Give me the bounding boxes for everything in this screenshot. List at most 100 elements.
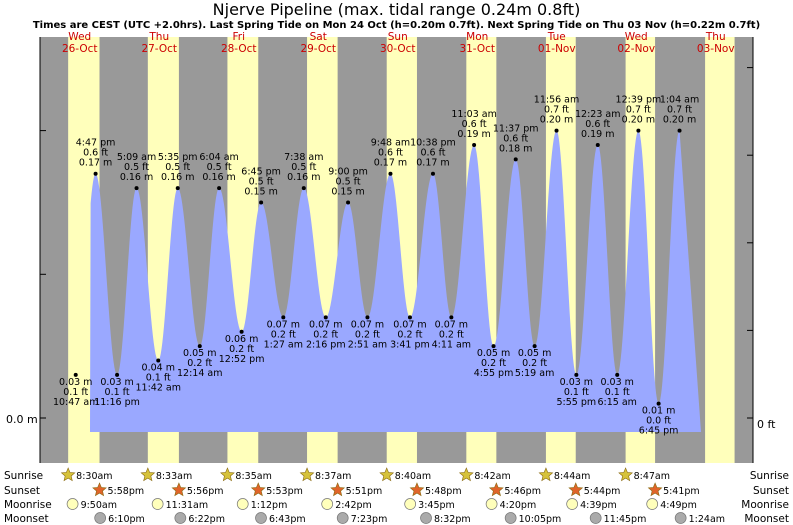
high-tide-label: 12:23 am (575, 109, 620, 120)
tide-event-marker (407, 315, 412, 320)
high-tide-label: 0.17 m (79, 158, 112, 169)
moonrise-moon-icon (66, 498, 79, 510)
low-tide-label: 0.2 ft (397, 329, 422, 340)
low-tide-label: 0.06 m (225, 334, 258, 345)
high-tide-label: 0.16 m (161, 172, 194, 183)
day-name-label: Tue (547, 31, 566, 43)
day-name-label: Sat (310, 31, 327, 43)
tide-event-marker (301, 186, 306, 191)
sunset-star-icon (409, 482, 425, 497)
low-tide-label: 0.07 m (309, 319, 342, 330)
tide-event-marker (115, 372, 120, 377)
moonset-moon-icon (94, 512, 107, 524)
sunrise-star-icon (60, 467, 76, 482)
day-date-label: 29-Oct (300, 43, 336, 55)
sunrise-row-label-right: Sunrise (750, 470, 789, 482)
sunrise-star-icon (140, 467, 156, 482)
moonset-moon-icon (674, 512, 687, 524)
high-tide-label: 0.20 m (540, 115, 573, 126)
sunrise-star-icon (538, 467, 554, 482)
low-tide-label: 1:27 am (264, 339, 303, 350)
moonset-moon-icon (504, 512, 517, 524)
high-tide-label: 11:37 pm (493, 123, 539, 134)
low-tide-label: 0.1 ft (146, 373, 171, 384)
sunrise-star-icon (458, 467, 474, 482)
moonrise-moon-icon (321, 498, 334, 510)
high-tide-label: 11:56 am (534, 95, 579, 106)
low-tide-label: 0.2 ft (522, 358, 547, 369)
moonset-time: 10:05pm (519, 514, 562, 525)
daylight-band (705, 37, 735, 463)
tide-event-marker (156, 358, 161, 363)
sunset-time: 5:51pm (346, 486, 383, 497)
moonrise-time: 2:42pm (335, 500, 372, 511)
high-tide-label: 0.18 m (499, 143, 532, 154)
low-tide-label: 10:47 am (53, 397, 98, 408)
high-tide-label: 0.19 m (457, 129, 490, 140)
high-tide-label: 1:04 am (660, 95, 699, 106)
sunrise-star-icon (618, 467, 633, 482)
high-tide-label: 0.20 m (622, 115, 655, 126)
moonrise-row-label-left: Moonrise (4, 499, 52, 511)
sunrise-time: 8:33am (156, 471, 192, 482)
day-name-label: Wed (625, 31, 648, 43)
high-tide-label: 6:04 am (199, 152, 238, 163)
tide-event-marker (615, 372, 620, 377)
low-tide-label: 4:11 am (432, 339, 471, 350)
day-date-label: 28-Oct (221, 43, 257, 55)
high-tide-label: 0.6 ft (378, 148, 403, 159)
high-tide-label: 0.20 m (663, 115, 696, 126)
day-date-label: 30-Oct (380, 43, 416, 55)
low-tide-label: 12:52 pm (219, 354, 265, 365)
tide-event-marker (217, 186, 222, 191)
tide-event-marker (388, 171, 393, 176)
moonset-moon-icon (174, 512, 187, 524)
sunrise-time: 8:44am (554, 471, 590, 482)
day-date-label: 27-Oct (141, 43, 177, 55)
low-tide-label: 5:19 am (515, 368, 554, 379)
y-axis-right-label: 0 ft (757, 418, 776, 431)
high-tide-label: 0.19 m (581, 129, 614, 140)
sunset-star-icon (171, 482, 187, 497)
moonset-time: 6:22pm (188, 514, 225, 525)
low-tide-label: 12:14 am (177, 368, 222, 379)
high-tide-label: 0.5 ft (124, 162, 149, 173)
sunrise-star-icon (299, 467, 315, 482)
moonset-time: 7:23pm (351, 514, 388, 525)
tide-event-marker (532, 344, 537, 349)
tide-event-marker (636, 128, 641, 133)
tide-event-marker (259, 200, 264, 205)
sunset-time: 5:58pm (108, 486, 145, 497)
tide-event-marker (513, 157, 518, 162)
day-name-label: Sun (388, 31, 408, 43)
tide-event-marker (677, 128, 682, 133)
moonrise-time: 4:20pm (500, 500, 537, 511)
sunset-time: 5:48pm (425, 486, 462, 497)
sunset-time: 5:46pm (504, 486, 541, 497)
day-name-label: Wed (68, 31, 91, 43)
low-tide-label: 0.05 m (183, 348, 216, 359)
tide-event-marker (491, 344, 496, 349)
high-tide-label: 0.6 ft (462, 119, 487, 130)
low-tide-label: 0.1 ft (605, 387, 630, 398)
low-tide-label: 0.07 m (351, 319, 384, 330)
high-tide-label: 0.7 ft (544, 105, 569, 116)
low-tide-label: 0.2 ft (187, 358, 212, 369)
chart-subtitle: Times are CEST (UTC +2.0hrs). Last Sprin… (33, 20, 760, 31)
moonset-row-label-left: Moonset (4, 513, 49, 525)
low-tide-label: 0.1 ft (105, 387, 130, 398)
axes: 0.0 m 0 ft (6, 37, 776, 463)
moonset-moon-icon (589, 512, 602, 524)
tide-event-marker (656, 401, 661, 406)
moonrise-row-label-right: Moonrise (741, 499, 789, 511)
low-tide-label: 0.1 ft (63, 387, 88, 398)
high-tide-label: 0.6 ft (420, 148, 445, 159)
low-tide-label: 3:41 pm (390, 339, 430, 350)
tide-event-marker (239, 329, 244, 334)
high-tide-label: 0.16 m (287, 172, 320, 183)
low-tide-label: 0.2 ft (481, 358, 506, 369)
sunrise-star-icon (220, 467, 235, 482)
high-tide-label: 0.5 ft (249, 176, 274, 187)
high-tide-label: 4:47 pm (76, 138, 116, 149)
sunset-row-label-right: Sunset (753, 485, 789, 497)
